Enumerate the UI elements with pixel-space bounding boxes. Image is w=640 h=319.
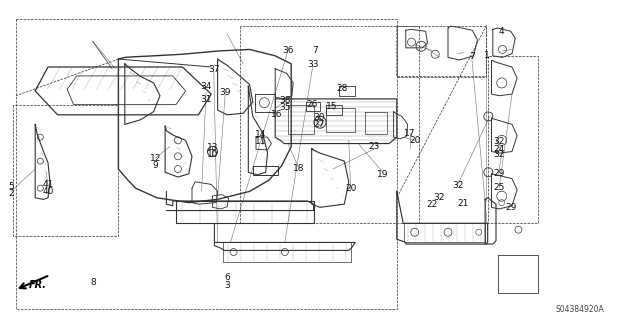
- Text: 39: 39: [220, 88, 231, 97]
- Text: 36: 36: [282, 46, 294, 55]
- Text: 35: 35: [279, 103, 291, 112]
- Text: 15: 15: [326, 102, 338, 111]
- Text: 25: 25: [493, 183, 505, 192]
- Text: 32: 32: [452, 181, 463, 189]
- Text: 13: 13: [207, 143, 218, 152]
- Text: 4: 4: [499, 27, 504, 36]
- Text: 1: 1: [484, 51, 489, 60]
- Text: 9: 9: [153, 161, 158, 170]
- Text: 24: 24: [493, 145, 505, 154]
- Text: 37: 37: [208, 65, 220, 74]
- Text: 32: 32: [493, 150, 504, 159]
- Text: 34: 34: [200, 82, 212, 91]
- Text: 30: 30: [314, 113, 325, 122]
- Text: 32: 32: [493, 137, 504, 146]
- Text: 38: 38: [279, 96, 291, 105]
- Text: 22: 22: [426, 200, 438, 209]
- Text: 5: 5: [8, 182, 13, 191]
- Text: 7: 7: [469, 52, 474, 61]
- Text: 7: 7: [313, 46, 318, 55]
- Text: 17: 17: [404, 129, 415, 138]
- Text: 14: 14: [255, 130, 267, 139]
- Text: 29: 29: [506, 203, 517, 212]
- Text: 3: 3: [225, 281, 230, 290]
- Text: 20: 20: [410, 136, 421, 145]
- Text: 33: 33: [307, 60, 319, 69]
- Text: 40: 40: [42, 187, 54, 196]
- Text: FR.: FR.: [29, 280, 47, 290]
- Text: 12: 12: [150, 154, 161, 163]
- Text: 32: 32: [433, 193, 445, 202]
- Text: 19: 19: [377, 170, 388, 179]
- Text: 11: 11: [255, 137, 267, 146]
- Text: 31: 31: [200, 95, 212, 104]
- Text: S04384920A: S04384920A: [556, 306, 604, 315]
- Text: 2: 2: [8, 189, 13, 198]
- Text: 8: 8: [90, 278, 95, 287]
- Text: 26: 26: [306, 100, 317, 109]
- Text: 41: 41: [42, 180, 54, 189]
- Text: 21: 21: [458, 199, 469, 208]
- Text: 20: 20: [345, 184, 356, 193]
- Text: 18: 18: [293, 164, 305, 173]
- Text: 28: 28: [337, 84, 348, 93]
- Text: 29: 29: [493, 169, 504, 178]
- Text: 16: 16: [271, 110, 282, 119]
- Text: 23: 23: [368, 142, 380, 151]
- Text: 10: 10: [207, 150, 218, 159]
- Text: 6: 6: [225, 273, 230, 282]
- Text: 27: 27: [314, 120, 325, 129]
